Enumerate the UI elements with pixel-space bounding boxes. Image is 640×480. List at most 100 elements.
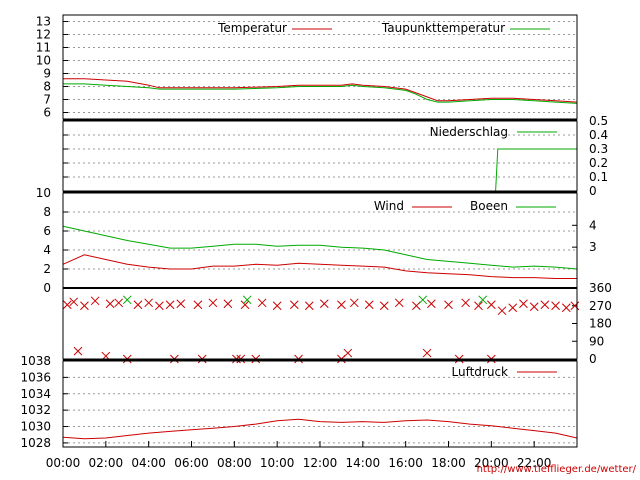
scatter-point — [461, 298, 470, 308]
y-tick-label-precipitation: 0.5 — [589, 114, 608, 128]
y-tick-label-temperature: 10 — [36, 54, 51, 68]
scatter-point — [165, 300, 175, 310]
scatter-point — [343, 348, 353, 358]
y-tick-label-wind: 2 — [43, 262, 51, 276]
scatter-point — [540, 300, 550, 310]
scatter-point — [289, 300, 299, 310]
panel-temperature — [62, 14, 578, 120]
scatter-point — [418, 295, 428, 305]
x-tick-label: 18:00 — [431, 456, 466, 470]
scatter-point — [133, 300, 143, 310]
y-tick-label-temperature: 12 — [36, 28, 51, 42]
y-tick-label-precipitation: 0.4 — [589, 128, 608, 142]
y-tick-label-right-wind_direction: 90 — [589, 334, 604, 348]
scatter-point — [427, 299, 436, 309]
scatter-point — [422, 348, 432, 358]
y-tick-label-wind: 10 — [36, 186, 51, 200]
scatter-point — [69, 297, 79, 307]
scatter-point — [223, 299, 233, 309]
y-tick-label-pressure: 1030 — [20, 420, 51, 434]
scatter-point — [337, 300, 346, 310]
scatter-point — [486, 300, 496, 310]
scatter-point — [304, 301, 314, 311]
scatter-point — [80, 301, 89, 311]
x-tick-label: 06:00 — [174, 456, 209, 470]
scatter-point — [394, 298, 404, 308]
scatter-point — [319, 299, 329, 309]
y-tick-label-right-wind_direction: 0 — [589, 352, 597, 366]
y-tick-label-right-wind_direction: 360 — [589, 281, 612, 295]
series-line-temperatur — [63, 78, 578, 103]
scatter-point — [240, 300, 250, 310]
y-tick-label-pressure: 1036 — [20, 370, 51, 384]
y-tick-label-pressure: 1032 — [20, 403, 51, 417]
scatter-point — [497, 306, 507, 316]
y-tick-label-wind: 6 — [43, 224, 51, 238]
series-line-luftdruck — [62, 418, 578, 440]
scatter-point — [257, 298, 267, 308]
y-tick-label-right-wind_direction: 270 — [589, 299, 612, 313]
y-tick-label-temperature: 11 — [36, 41, 51, 55]
y-tick-label-wind: 0 — [43, 281, 51, 295]
y-tick-label-right-wind_direction: 180 — [589, 317, 612, 331]
legend-label-taupunkttemperatur: Taupunkttemperatur — [381, 21, 505, 35]
y-tick-label-temperature: 9 — [43, 67, 51, 81]
y-tick-label-temperature: 13 — [36, 15, 51, 29]
scatter-point — [364, 300, 374, 310]
scatter-point — [519, 299, 528, 309]
x-tick-label: 08:00 — [217, 456, 252, 470]
scatter-point — [105, 299, 115, 309]
source-link[interactable]: http://www.tiefflieger.de/wetter/ — [476, 464, 636, 475]
series-line-boeen — [62, 225, 578, 270]
y-tick-label-wind: 4 — [43, 243, 51, 257]
y-tick-label-right-wind: 4 — [589, 218, 597, 232]
scatter-point — [62, 300, 72, 310]
y-tick-label-temperature: 6 — [43, 106, 51, 120]
scatter-point — [73, 346, 83, 356]
x-tick-label: 04:00 — [131, 456, 166, 470]
series-line-taupunkttemperatur — [63, 83, 578, 104]
legend-label-boeen: Boeen — [470, 199, 508, 213]
scatter-point — [122, 295, 132, 305]
y-tick-label-temperature: 8 — [43, 80, 51, 94]
scatter-point — [444, 300, 453, 310]
y-tick-label-pressure: 1028 — [20, 436, 51, 450]
x-tick-label: 00:00 — [46, 456, 81, 470]
scatter-point — [176, 299, 186, 309]
legend-label-temperatur: Temperatur — [217, 21, 287, 35]
x-tick-label: 16:00 — [388, 456, 423, 470]
scatter-point — [478, 295, 488, 305]
y-tick-label-precipitation: 0.3 — [589, 142, 608, 156]
legend-label-niederschlag: Niederschlag — [430, 125, 508, 139]
x-tick-label: 10:00 — [260, 456, 295, 470]
scatter-point — [561, 303, 571, 313]
scatter-point — [570, 301, 580, 311]
scatter-point — [193, 300, 203, 310]
y-tick-label-temperature: 7 — [43, 93, 51, 107]
scatter-point — [379, 301, 389, 311]
series-line-wind — [62, 254, 577, 279]
y-tick-label-precipitation: 0.2 — [589, 156, 608, 170]
scatter-point — [155, 301, 164, 311]
panel-frame-wind_direction — [62, 287, 578, 360]
legend-label-wind: Wind — [374, 199, 404, 213]
scatter-point — [474, 301, 483, 311]
x-tick-label: 14:00 — [346, 456, 381, 470]
scatter-point — [242, 295, 252, 305]
scatter-point — [529, 302, 539, 312]
scatter-point — [272, 301, 282, 311]
y-tick-label-right-wind: 3 — [589, 240, 597, 254]
y-tick-label-precipitation: 0.1 — [589, 170, 608, 184]
scatter-point — [551, 301, 560, 311]
legend-label-luftdruck: Luftdruck — [451, 365, 508, 379]
scatter-point — [208, 298, 218, 308]
scatter-point — [90, 296, 100, 306]
scatter-point — [114, 298, 124, 308]
series-line-niederschlag — [63, 148, 577, 192]
x-tick-label: 02:00 — [89, 456, 124, 470]
y-tick-label-pressure: 1038 — [20, 354, 51, 368]
x-tick-label: 12:00 — [303, 456, 338, 470]
panel-wind_direction — [62, 287, 580, 364]
y-tick-label-precipitation: 0 — [589, 184, 597, 198]
